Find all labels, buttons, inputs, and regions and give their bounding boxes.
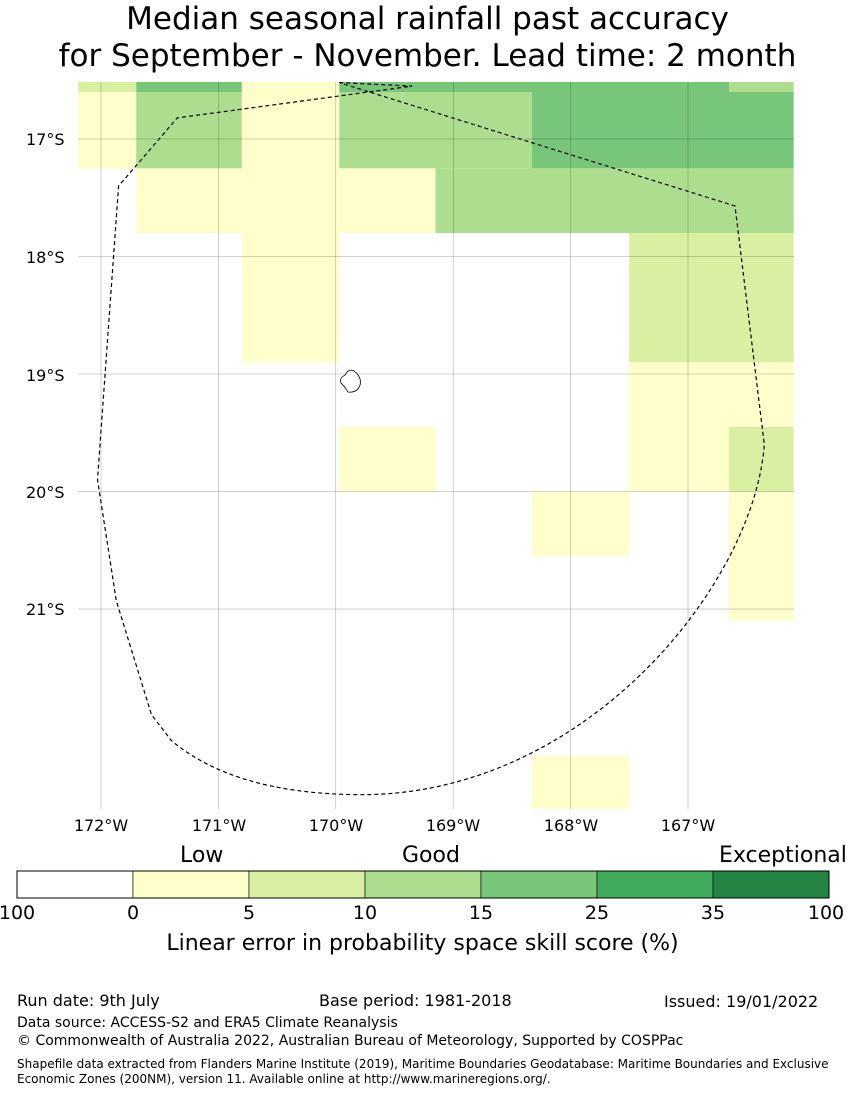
colorbar-title: Linear error in probability space skill … xyxy=(166,931,679,956)
colorbar-bin-3 xyxy=(364,870,482,899)
colorbar-bin-0 xyxy=(16,870,134,899)
skill-cells-layer xyxy=(78,82,794,809)
skill-cell-19 xyxy=(531,491,630,557)
skill-cell-6 xyxy=(136,92,242,169)
data-source: Data source: ACCESS-S2 and ERA5 Climate … xyxy=(17,1015,398,1031)
lat-label-20s: 20°S xyxy=(26,483,65,502)
skill-cell-2 xyxy=(241,82,340,92)
issued-date: Issued: 19/01/2022 xyxy=(664,992,819,1011)
skill-cell-14 xyxy=(629,233,794,363)
lon-label-172w: 172°W xyxy=(73,816,129,835)
colorbar-bin-2 xyxy=(248,870,366,899)
colorbar-tick-0: 100 xyxy=(0,902,36,924)
skill-cell-0 xyxy=(78,82,137,92)
base-period: Base period: 1981-2018 xyxy=(319,991,512,1010)
map-title-line-2: for September - November. Lead time: 2 m… xyxy=(58,38,797,74)
skill-cell-1 xyxy=(136,82,242,92)
skill-cell-5 xyxy=(78,92,137,169)
colorbar-bin-5 xyxy=(596,870,714,899)
skill-cell-21 xyxy=(531,755,630,809)
skill-cell-12 xyxy=(435,168,794,233)
lat-label-21s: 21°S xyxy=(26,600,65,619)
map-title-line-1: Median seasonal rainfall past accuracy xyxy=(126,1,729,37)
colorbar-bin-1 xyxy=(132,870,250,899)
skill-cell-13 xyxy=(241,233,340,363)
lon-label-167w: 167°W xyxy=(660,816,716,835)
colorbar-tick-6: 35 xyxy=(700,902,726,924)
skill-cell-9 xyxy=(531,92,794,169)
skill-cell-7 xyxy=(241,92,340,169)
lat-label-19s: 19°S xyxy=(26,366,65,385)
colorbar-tick-1: 0 xyxy=(126,902,140,924)
skill-cell-3 xyxy=(339,82,730,92)
skill-cell-18 xyxy=(729,426,794,492)
skill-cell-20 xyxy=(729,491,794,621)
island-outline xyxy=(340,369,361,393)
skill-cell-15 xyxy=(629,362,794,427)
skill-cell-11 xyxy=(339,168,436,233)
skill-cell-10 xyxy=(136,168,340,233)
skill-cell-8 xyxy=(339,92,532,169)
colorbar-category-low: Low xyxy=(180,843,224,868)
colorbar-layer xyxy=(16,870,830,899)
eez-boundary-line xyxy=(96,82,765,796)
lat-label-17s: 17°S xyxy=(26,130,65,149)
lon-label-171w: 171°W xyxy=(191,816,247,835)
graticule-layer xyxy=(78,82,794,809)
colorbar-tick-7: 100 xyxy=(807,902,845,924)
lon-label-169w: 169°W xyxy=(425,816,481,835)
shapefile-credit: Shapefile data extracted from Flanders M… xyxy=(17,1057,829,1086)
colorbar-bin-6 xyxy=(712,870,830,899)
colorbar-bin-4 xyxy=(480,870,598,899)
lon-label-170w: 170°W xyxy=(308,816,364,835)
colorbar-tick-2: 5 xyxy=(242,902,256,924)
run-date: Run date: 9th July xyxy=(17,991,160,1010)
copyright: © Commonwealth of Australia 2022, Austra… xyxy=(17,1033,684,1049)
colorbar-frame xyxy=(16,870,830,899)
eez-boundary-layer xyxy=(96,82,765,796)
lon-label-168w: 168°W xyxy=(543,816,599,835)
colorbar-tick-5: 25 xyxy=(584,902,610,924)
colorbar-tick-4: 15 xyxy=(468,902,494,924)
colorbar-category-good: Good xyxy=(402,843,460,868)
lat-label-18s: 18°S xyxy=(26,248,65,267)
colorbar-tick-3: 10 xyxy=(352,902,378,924)
skill-cell-16 xyxy=(339,426,436,492)
skill-cell-4 xyxy=(729,82,794,92)
colorbar-category-exceptional: Exceptional xyxy=(719,843,847,868)
skill-cell-17 xyxy=(629,426,730,492)
